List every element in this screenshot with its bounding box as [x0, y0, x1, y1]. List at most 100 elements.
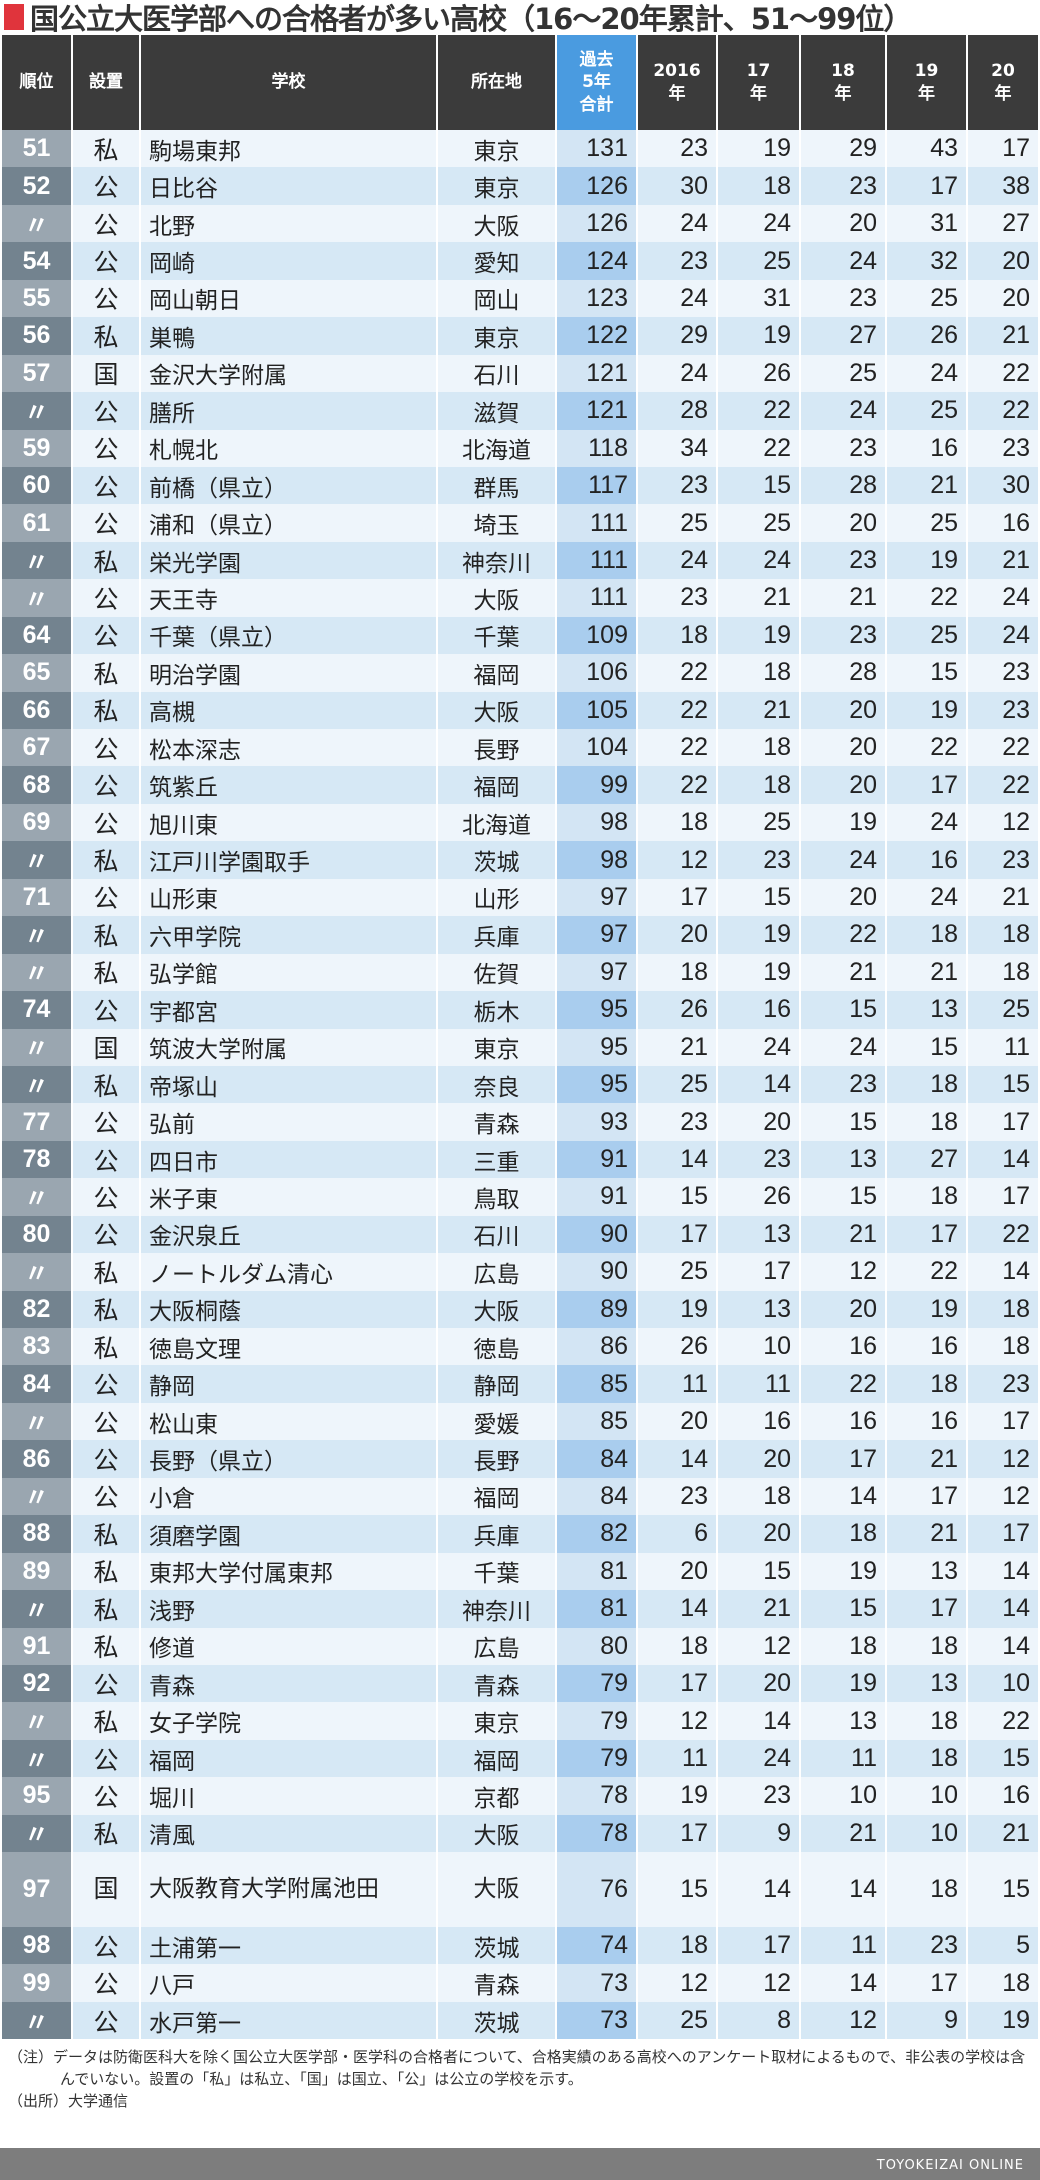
table-row: 88 私須磨学園 兵庫 82 6 20 18 21 17	[2, 1515, 1040, 1553]
cell-rank: 98	[2, 1927, 73, 1965]
cell-y2020: 18	[967, 953, 1040, 992]
cell-rank: 52	[2, 167, 73, 205]
cell-y2018: 15	[800, 991, 887, 1029]
table-row: 66 私高槻 大阪 105 22 21 20 19 23	[2, 691, 1040, 729]
cell-y2020: 17	[967, 1178, 1040, 1216]
cell-y2020: 22	[967, 1702, 1040, 1740]
cell-total: 124	[556, 242, 638, 280]
cell-type: 公	[72, 1402, 141, 1441]
cell-prefecture: 東京	[437, 1702, 557, 1740]
cell-y2016: 28	[637, 392, 718, 430]
cell-prefecture: 石川	[437, 354, 557, 393]
cell-y2018: 28	[800, 466, 887, 505]
table-row: 82 私大阪桐蔭 大阪 89 19 13 20 19 18	[2, 1290, 1040, 1328]
cell-y2019: 24	[886, 354, 968, 393]
cell-school: 須磨学園	[140, 1515, 438, 1553]
cell-y2018: 20	[800, 504, 887, 542]
cell-school: 長野（県立）	[140, 1440, 438, 1478]
cell-type: 私	[72, 1328, 141, 1366]
cell-y2019: 24	[886, 878, 968, 917]
cell-rank: 〃	[2, 1477, 73, 1516]
table-row: 〃公膳所 滋賀 121 28 22 24 25 22	[2, 392, 1040, 430]
cell-prefecture: 愛知	[437, 242, 557, 280]
cell-rank: 〃	[2, 1402, 73, 1441]
table-row: 〃私帝塚山 奈良 95 25 14 23 18 15	[2, 1065, 1040, 1104]
cell-y2016: 21	[637, 1028, 718, 1066]
cell-y2017: 14	[717, 1065, 801, 1104]
cell-total: 79	[556, 1739, 638, 1778]
cell-total: 84	[556, 1440, 638, 1478]
cell-y2020: 18	[967, 1290, 1040, 1328]
cell-rank: 〃	[2, 1028, 73, 1066]
cell-type: 公	[72, 1664, 141, 1703]
cell-y2020: 10	[967, 1664, 1040, 1703]
cell-type: 公	[72, 1440, 141, 1478]
cell-rank: 66	[2, 691, 73, 729]
cell-school: 修道	[140, 1627, 438, 1665]
table-row: 〃私ノートルダム清心 広島 90 25 17 12 22 14	[2, 1253, 1040, 1291]
cell-y2019: 19	[886, 541, 968, 580]
cell-y2020: 12	[967, 803, 1040, 842]
cell-rank: 89	[2, 1552, 73, 1591]
ranking-table: 順位 設置 学校 所在地 過去 5年 合計 2016 年 17 年 18 年 19 年 20 年 …	[2, 35, 1040, 2040]
table-row: 86 公長野（県立） 長野 84 14 20 17 21 12	[2, 1440, 1040, 1478]
cell-rank: 97	[2, 1852, 73, 1928]
header-prefecture: 所在地	[437, 35, 557, 130]
cell-y2020: 23	[967, 654, 1040, 692]
cell-school: 巣鴨	[140, 317, 438, 355]
cell-total: 81	[556, 1552, 638, 1591]
cell-school: 土浦第一	[140, 1927, 438, 1965]
table-row: 68 公筑紫丘 福岡 99 22 18 20 17 22	[2, 766, 1040, 804]
cell-y2020: 22	[967, 766, 1040, 804]
cell-rank: 〃	[2, 953, 73, 992]
cell-type: 私	[72, 1590, 141, 1628]
cell-prefecture: 青森	[437, 1103, 557, 1141]
header-type: 設置	[72, 35, 141, 130]
cell-y2020: 14	[967, 1552, 1040, 1591]
cell-y2020: 23	[967, 841, 1040, 879]
cell-total: 82	[556, 1515, 638, 1553]
cell-y2017: 31	[717, 279, 801, 318]
cell-type: 公	[72, 1140, 141, 1179]
cell-y2017: 15	[717, 1552, 801, 1591]
cell-type: 私	[72, 841, 141, 879]
cell-total: 90	[556, 1253, 638, 1291]
cell-total: 86	[556, 1328, 638, 1366]
cell-y2018: 23	[800, 429, 887, 467]
cell-y2018: 22	[800, 1365, 887, 1403]
cell-school: 高槻	[140, 691, 438, 729]
cell-prefecture: 京都	[437, 1777, 557, 1815]
cell-rank: 59	[2, 429, 73, 467]
table-row: 77 公弘前 青森 93 23 20 15 18 17	[2, 1103, 1040, 1141]
cell-y2020: 20	[967, 242, 1040, 280]
cell-rank: 95	[2, 1777, 73, 1815]
cell-rank: 82	[2, 1290, 73, 1328]
cell-y2018: 14	[800, 1964, 887, 2002]
table-row: 〃国筑波大学附属 東京 95 21 24 24 15 11	[2, 1028, 1040, 1066]
cell-y2017: 24	[717, 1028, 801, 1066]
cell-type: 私	[72, 317, 141, 355]
cell-rank: 78	[2, 1140, 73, 1179]
cell-prefecture: 滋賀	[437, 392, 557, 430]
cell-rank: 64	[2, 616, 73, 655]
cell-prefecture: 北海道	[437, 429, 557, 467]
cell-y2018: 20	[800, 729, 887, 767]
cell-total: 79	[556, 1702, 638, 1740]
cell-rank: 69	[2, 803, 73, 842]
cell-y2019: 18	[886, 1103, 968, 1141]
cell-prefecture: 大阪	[437, 1290, 557, 1328]
cell-prefecture: 神奈川	[437, 541, 557, 580]
cell-y2018: 20	[800, 766, 887, 804]
cell-school: 江戸川学園取手	[140, 841, 438, 879]
cell-y2016: 18	[637, 953, 718, 992]
header-y2020: 20 年	[967, 35, 1040, 130]
cell-rank: 〃	[2, 1739, 73, 1778]
cell-y2016: 29	[637, 317, 718, 355]
cell-type: 公	[72, 2001, 141, 2040]
cell-rank: 67	[2, 729, 73, 767]
cell-y2019: 17	[886, 167, 968, 205]
cell-prefecture: 福岡	[437, 766, 557, 804]
cell-type: 国	[72, 1852, 141, 1928]
cell-y2020: 25	[967, 991, 1040, 1029]
cell-y2020: 24	[967, 616, 1040, 655]
